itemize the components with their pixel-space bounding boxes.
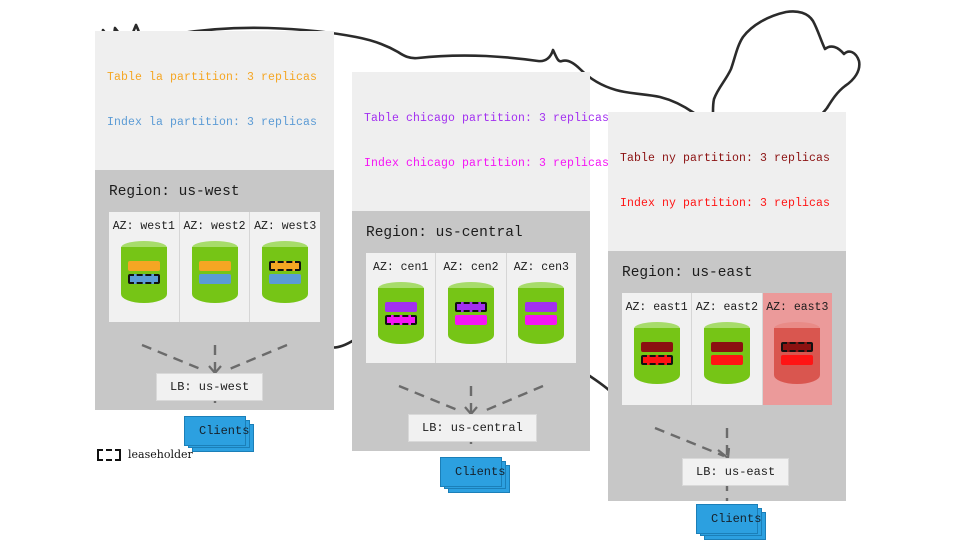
replica-bar-index	[710, 355, 743, 365]
replica-bar-index	[781, 355, 814, 365]
region-body-us-east: Region: us-east AZ: east1 AZ: east2	[608, 251, 846, 540]
banner-line-table: Table chicago partition: 3 replicas	[364, 112, 610, 125]
region-body-us-west: Region: us-west AZ: west1 AZ: west2	[95, 170, 334, 452]
az-east2[interactable]: AZ: east2	[692, 293, 763, 405]
region-banner-us-central: Table chicago partition: 3 replicas Inde…	[352, 72, 610, 211]
node-cen1[interactable]	[366, 274, 435, 350]
region-body-us-central: Region: us-central AZ: cen1 AZ: cen2	[352, 211, 590, 493]
az-label-east2: AZ: east2	[695, 301, 759, 314]
az-label-east3: AZ: east3	[766, 301, 829, 314]
legend: leaseholder	[97, 448, 193, 461]
az-row-us-central: AZ: cen1 AZ: cen2	[366, 253, 576, 363]
node-east2[interactable]	[692, 314, 761, 390]
az-east1[interactable]: AZ: east1	[622, 293, 693, 405]
region-panel-us-central: Table chicago partition: 3 replicas Inde…	[352, 72, 610, 493]
replica-bar-index-leaseholder	[384, 315, 417, 325]
clients-us-west[interactable]: Clients	[184, 416, 254, 452]
node-east1[interactable]	[622, 314, 691, 390]
node-west1[interactable]	[109, 233, 179, 309]
az-cen1[interactable]: AZ: cen1	[366, 253, 437, 363]
az-west1[interactable]: AZ: west1	[109, 212, 180, 322]
replica-bar-table	[384, 302, 417, 312]
region-title-us-east: Region: us-east	[622, 265, 753, 281]
replica-bar-index	[525, 315, 558, 325]
region-banner-us-west: Table la partition: 3 replicas Index la …	[95, 31, 334, 170]
region-banner-us-east: Table ny partition: 3 replicas Index ny …	[608, 112, 846, 251]
az-label-west2: AZ: west2	[183, 220, 246, 233]
replica-bar-table	[127, 261, 160, 271]
az-label-cen1: AZ: cen1	[373, 261, 429, 274]
banner-line-table: Table ny partition: 3 replicas	[620, 152, 831, 165]
node-cen2[interactable]	[436, 274, 505, 350]
az-west3[interactable]: AZ: west3	[250, 212, 321, 322]
banner-line-index: Index chicago partition: 3 replicas	[364, 157, 610, 170]
region-title-us-west: Region: us-west	[109, 184, 240, 200]
replica-bar-table-leaseholder	[781, 342, 814, 352]
az-label-west3: AZ: west3	[254, 220, 317, 233]
banner-line-table: Table la partition: 3 replicas	[107, 71, 318, 84]
clients-label: Clients	[184, 416, 249, 446]
load-balancer-us-east[interactable]: LB: us-east	[682, 458, 790, 486]
az-west2[interactable]: AZ: west2	[179, 212, 251, 322]
node-west2[interactable]	[180, 233, 250, 309]
az-row-us-east: AZ: east1 AZ: east2	[622, 293, 832, 405]
load-balancer-us-central[interactable]: LB: us-central	[408, 414, 537, 442]
az-row-us-west: AZ: west1 AZ: west2	[109, 212, 321, 322]
replica-bar-table-leaseholder	[269, 261, 302, 271]
clients-label: Clients	[440, 457, 505, 487]
replica-bar-index-leaseholder	[640, 355, 673, 365]
dashed-rectangle-icon	[97, 448, 121, 461]
node-cen3[interactable]	[507, 274, 576, 350]
region-panel-us-east: Table ny partition: 3 replicas Index ny …	[608, 112, 846, 540]
region-title-us-central: Region: us-central	[366, 225, 523, 241]
replica-bar-table-leaseholder	[454, 302, 487, 312]
node-west3[interactable]	[250, 233, 320, 309]
az-label-cen2: AZ: cen2	[443, 261, 499, 274]
replica-bar-table	[710, 342, 743, 352]
az-cen3[interactable]: AZ: cen3	[506, 253, 576, 363]
replica-bar-index	[198, 274, 231, 284]
replica-bar-index	[454, 315, 487, 325]
replica-bar-index	[269, 274, 302, 284]
load-balancer-us-west[interactable]: LB: us-west	[156, 373, 264, 401]
region-panel-us-west: Table la partition: 3 replicas Index la …	[95, 31, 334, 452]
replica-bar-table	[525, 302, 558, 312]
legend-label: leaseholder	[128, 448, 193, 461]
az-cen2[interactable]: AZ: cen2	[436, 253, 507, 363]
banner-line-index: Index la partition: 3 replicas	[107, 116, 318, 129]
az-label-cen3: AZ: cen3	[513, 261, 569, 274]
replica-bar-index-leaseholder	[127, 274, 160, 284]
az-label-east1: AZ: east1	[625, 301, 688, 314]
banner-line-index: Index ny partition: 3 replicas	[620, 197, 831, 210]
clients-label: Clients	[696, 504, 761, 534]
replica-bar-table	[640, 342, 673, 352]
replica-bar-table	[198, 261, 231, 271]
node-east3-failed[interactable]	[763, 314, 832, 390]
clients-us-central[interactable]: Clients	[440, 457, 510, 493]
az-east3[interactable]: AZ: east3	[762, 293, 832, 405]
az-label-west1: AZ: west1	[112, 220, 175, 233]
clients-us-east[interactable]: Clients	[696, 504, 766, 540]
